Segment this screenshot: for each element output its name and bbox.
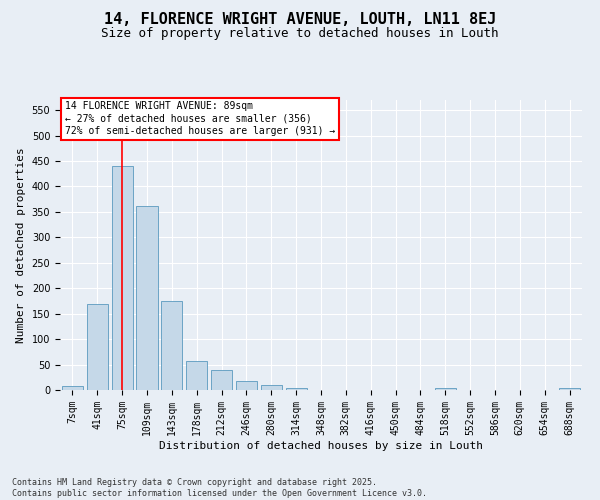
Y-axis label: Number of detached properties: Number of detached properties xyxy=(16,147,26,343)
Bar xyxy=(62,386,83,390)
Bar xyxy=(559,388,580,390)
Bar xyxy=(286,388,307,390)
Bar xyxy=(186,361,207,390)
Text: Contains HM Land Registry data © Crown copyright and database right 2025.
Contai: Contains HM Land Registry data © Crown c… xyxy=(12,478,427,498)
X-axis label: Distribution of detached houses by size in Louth: Distribution of detached houses by size … xyxy=(159,440,483,450)
Text: 14 FLORENCE WRIGHT AVENUE: 89sqm
← 27% of detached houses are smaller (356)
72% : 14 FLORENCE WRIGHT AVENUE: 89sqm ← 27% o… xyxy=(65,102,335,136)
Bar xyxy=(236,381,257,390)
Text: 14, FLORENCE WRIGHT AVENUE, LOUTH, LN11 8EJ: 14, FLORENCE WRIGHT AVENUE, LOUTH, LN11 … xyxy=(104,12,496,28)
Bar xyxy=(112,166,133,390)
Text: Size of property relative to detached houses in Louth: Size of property relative to detached ho… xyxy=(101,28,499,40)
Bar xyxy=(161,301,182,390)
Bar xyxy=(261,385,282,390)
Bar xyxy=(136,206,158,390)
Bar xyxy=(87,304,108,390)
Bar xyxy=(435,388,456,390)
Bar xyxy=(211,370,232,390)
